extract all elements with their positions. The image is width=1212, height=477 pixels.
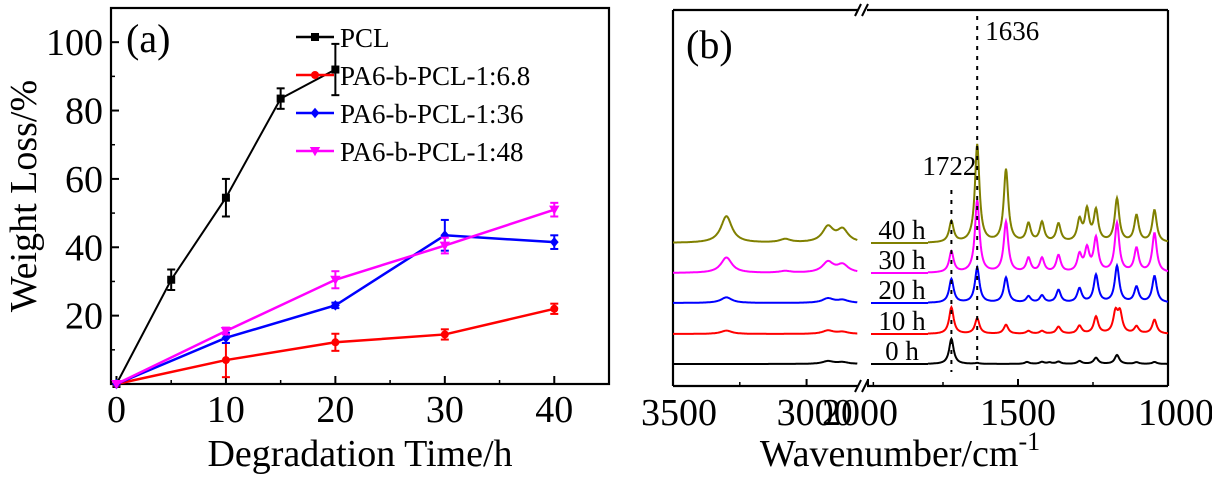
y-tick-label: 20 — [65, 296, 103, 338]
spectrum-line-right — [927, 199, 1169, 274]
panel-b-plot-frame — [671, 3, 1170, 393]
legend-label: PA6-b-PCL-1:6.8 — [340, 61, 530, 91]
spectrum-line-right — [928, 143, 1169, 244]
marker-diamond — [549, 236, 559, 248]
marker-diamond — [330, 300, 340, 311]
x-tick-label: 2000 — [822, 392, 898, 434]
panel-b-annotations: 1722 1636 — [922, 16, 1039, 181]
marker-triangle-down — [111, 380, 122, 390]
series-label: 0 h — [885, 336, 919, 366]
legend-item: PA6-b-PCL-1:36 — [296, 99, 524, 129]
marker-square — [276, 94, 285, 103]
spectrum-line-left — [673, 296, 858, 304]
axis-break-mark — [854, 3, 862, 17]
marker-triangle-down — [330, 275, 341, 285]
marker-circle — [311, 71, 319, 79]
marker-square — [331, 65, 340, 74]
panel-a: 0 10 20 30 40 20 40 60 80 100 (a) Degradation Tim… — [3, 6, 611, 475]
spectrum-10-h — [673, 304, 1168, 335]
series-label: 10 h — [878, 306, 926, 336]
panel-a-x-axis-label: Degradation Time/h — [207, 433, 512, 475]
x-tick-label: 3500 — [641, 392, 717, 434]
spectrum-line-left — [673, 256, 858, 274]
legend-item: PA6-b-PCL-1:6.8 — [296, 61, 530, 91]
y-tick-label: 40 — [65, 227, 103, 269]
marker-circle — [331, 338, 340, 347]
series-pa6-b-pcl-1-6-8 — [112, 302, 559, 388]
series-pcl — [112, 42, 340, 388]
marker-square — [311, 33, 319, 41]
marker-square — [167, 275, 176, 284]
y-tick-label: 60 — [65, 159, 103, 201]
marker-circle — [221, 356, 230, 365]
marker-triangle-down — [220, 327, 232, 337]
x-tick-label: 40 — [535, 389, 573, 431]
spectrum-line-right — [928, 262, 1169, 304]
panel-b-label: (b) — [686, 22, 733, 67]
spectrum-line-right — [927, 336, 1168, 365]
x-tick-label: 20 — [316, 389, 354, 431]
legend-label: PCL — [340, 23, 390, 53]
panel-a-y-axis-label: Weight Loss/% — [3, 80, 45, 312]
spectrum-40-h — [673, 143, 1169, 244]
panel-a-legend: PCL PA6-b-PCL-1:6.8 PA6-b-PCL-1:36 PA6-b-PC… — [296, 23, 530, 167]
series-line — [115, 208, 555, 386]
panel-b-x-axis-label: Wavenumber/cm-1 — [760, 427, 1040, 475]
legend-item: PA6-b-PCL-1:48 — [296, 137, 524, 167]
x-tick-label: 0 — [107, 389, 126, 431]
annotation-1636: 1636 — [985, 16, 1039, 46]
x-tick-label: 1500 — [980, 392, 1056, 434]
legend-label: PA6-b-PCL-1:48 — [340, 137, 524, 167]
panel-a-series — [111, 42, 560, 390]
panel-a-label: (a) — [126, 16, 170, 61]
annotation-1722: 1722 — [922, 151, 976, 181]
marker-circle — [550, 304, 559, 313]
x-tick-label: 1000 — [1138, 392, 1212, 434]
marker-square — [221, 193, 230, 202]
series-pa6-b-pcl-1-36 — [112, 218, 559, 390]
series-pa6-b-pcl-1-48 — [111, 201, 560, 390]
marker-triangle-down — [309, 147, 321, 157]
spectrum-0-h — [673, 336, 1168, 365]
spectrum-line-right — [927, 304, 1168, 335]
panel-b-x-axis-label-text: Wavenumber/cm — [760, 433, 1019, 475]
panel-b-series — [673, 143, 1169, 365]
y-tick-label: 80 — [65, 91, 103, 133]
y-tick-label: 100 — [46, 22, 103, 64]
spectrum-line-left — [673, 329, 858, 335]
x-tick-label: 3000 — [777, 392, 853, 434]
panel-a-plot-frame — [109, 6, 611, 386]
axis-break-mark — [854, 379, 862, 393]
panel-a-axis-ticks: 0 10 20 30 40 20 40 60 80 100 — [46, 22, 573, 431]
spectrum-30-h — [673, 199, 1169, 274]
x-tick-label: 10 — [207, 389, 245, 431]
panel-b-series-labels: 0 h10 h20 h30 h40 h — [878, 215, 926, 366]
marker-circle — [440, 330, 449, 339]
series-label: 30 h — [878, 245, 926, 275]
marker-triangle-down — [549, 205, 560, 215]
x-tick-label: 30 — [426, 389, 464, 431]
panel-b-x-axis-label-superscript: -1 — [1018, 427, 1040, 456]
series-label: 40 h — [878, 215, 926, 245]
spectrum-line-left — [673, 215, 858, 244]
spectrum-line-left — [673, 359, 858, 365]
marker-triangle-down — [439, 241, 451, 251]
marker-diamond — [310, 107, 320, 119]
panel-b-reference-lines — [950, 16, 979, 372]
axis-break-mark — [861, 3, 869, 17]
legend-label: PA6-b-PCL-1:36 — [340, 99, 524, 129]
series-label: 20 h — [878, 275, 926, 305]
legend-item: PCL — [296, 23, 390, 53]
spectrum-20-h — [673, 262, 1169, 304]
